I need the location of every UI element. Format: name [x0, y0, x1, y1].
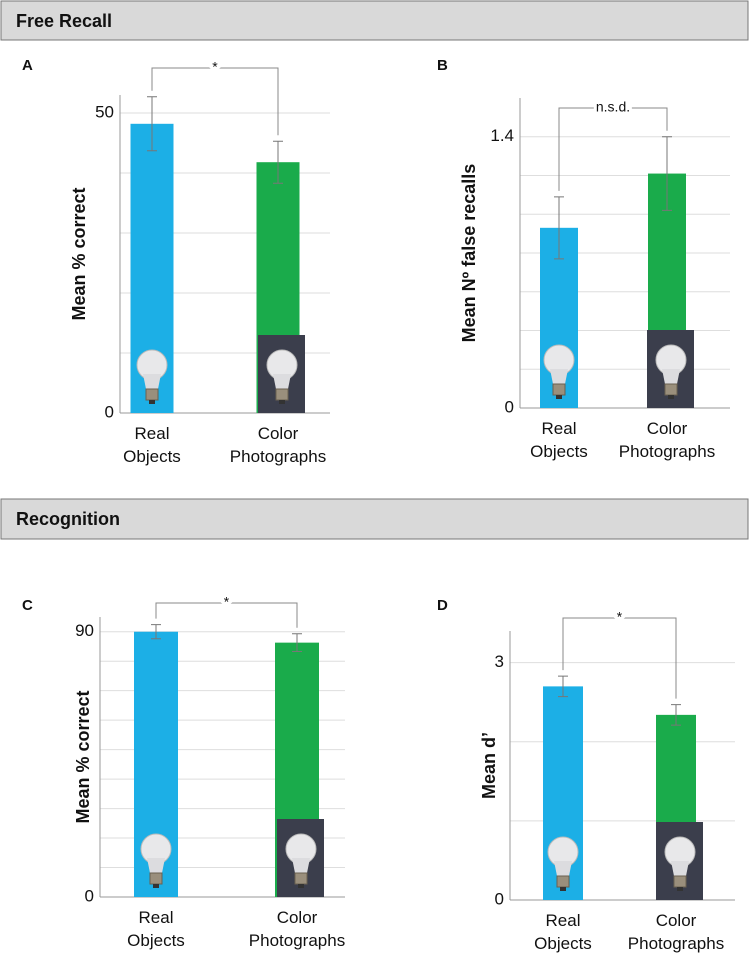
y-axis-label: Mean Nº false recalls [459, 164, 479, 343]
panel-label: B [437, 57, 448, 74]
y-tick-label: 0 [505, 397, 514, 416]
error-bar [662, 136, 672, 211]
x-tick-label: Real Objects [127, 908, 185, 950]
x-tick-label: Color Photographs [618, 419, 716, 461]
error-bar [147, 96, 157, 152]
x-tick-label-box: Real Objects [127, 908, 185, 950]
x-tick-label: Color Photographs [248, 908, 346, 950]
section-header [0, 498, 749, 540]
y-tick-label: 0 [85, 886, 94, 905]
annotation: * [212, 59, 218, 75]
error-bar [554, 196, 564, 260]
panel-label: D [437, 597, 448, 614]
x-tick-label-box: Color Photographs [229, 424, 327, 466]
bulb-tip [153, 884, 159, 888]
photo-icon [258, 335, 305, 413]
y-axis-label: Mean % correct [73, 690, 93, 823]
x-tick-label-box: Color Photographs [248, 908, 346, 950]
bulb-tip [556, 395, 562, 399]
x-tick-label: Color Photographs [627, 911, 725, 953]
significance-bracket [155, 602, 298, 628]
bulb-tip [677, 887, 683, 891]
y-tick-label: 3 [495, 652, 504, 671]
object-icon [136, 349, 168, 404]
photo-icon [656, 822, 703, 900]
bulb-base [294, 872, 308, 885]
photo-icon [277, 819, 324, 897]
x-tick-label: Color Photographs [229, 424, 327, 466]
bulb-base [149, 872, 163, 885]
panel-label: A [22, 57, 33, 74]
bulb-neck [550, 369, 568, 384]
panel-label: C [22, 597, 33, 614]
error-bar [292, 633, 302, 652]
bulb-base [556, 875, 570, 888]
error-bar [273, 140, 283, 184]
annotation: * [224, 594, 230, 610]
section-header [0, 0, 749, 41]
significance-bracket [558, 107, 668, 191]
y-tick-label: 0 [495, 889, 504, 908]
object-icon [543, 344, 575, 399]
x-tick-label-box: Real Objects [123, 424, 181, 466]
bulb-base [673, 875, 687, 888]
significance-bracket [562, 617, 677, 699]
x-tick-label: Real Objects [534, 911, 592, 953]
x-tick-label-box: Real Objects [530, 419, 588, 461]
section-title: Free Recall [16, 11, 112, 31]
bulb-tip [560, 887, 566, 891]
y-tick-label: 1.4 [490, 126, 514, 145]
bulb-neck [554, 861, 572, 876]
x-tick-label-box: Color Photographs [618, 419, 716, 461]
error-bar [151, 624, 161, 640]
error-bar [558, 675, 568, 698]
y-tick-label: 0 [105, 402, 114, 421]
significance-bracket [151, 67, 279, 136]
photo-icon [647, 330, 694, 408]
bulb-tip [149, 400, 155, 404]
x-tick-label: Real Objects [123, 424, 181, 466]
bulb-base [275, 388, 289, 401]
bulb-tip [668, 395, 674, 399]
y-axis-label: Mean d’ [479, 732, 499, 799]
bulb-base [145, 388, 159, 401]
x-tick-label-box: Real Objects [534, 911, 592, 953]
x-tick-label-box: Color Photographs [627, 911, 725, 953]
y-tick-label: 90 [75, 621, 94, 640]
object-icon [547, 836, 579, 891]
section-title: Recognition [16, 509, 120, 529]
bulb-neck [662, 369, 680, 384]
annotation: * [617, 609, 623, 625]
bulb-neck [147, 858, 165, 873]
bulb-tip [298, 884, 304, 888]
bulb-base [664, 383, 678, 396]
annotation: n.s.d. [596, 99, 630, 115]
bulb-tip [279, 400, 285, 404]
bulb-neck [273, 374, 291, 389]
object-icon [140, 833, 172, 888]
bulb-base [552, 383, 566, 396]
y-axis-label: Mean % correct [69, 187, 89, 320]
error-bar [671, 704, 681, 726]
bulb-neck [671, 861, 689, 876]
bulb-neck [292, 858, 310, 873]
y-tick-label: 50 [95, 102, 114, 121]
x-tick-label: Real Objects [530, 419, 588, 461]
bulb-neck [143, 374, 161, 389]
